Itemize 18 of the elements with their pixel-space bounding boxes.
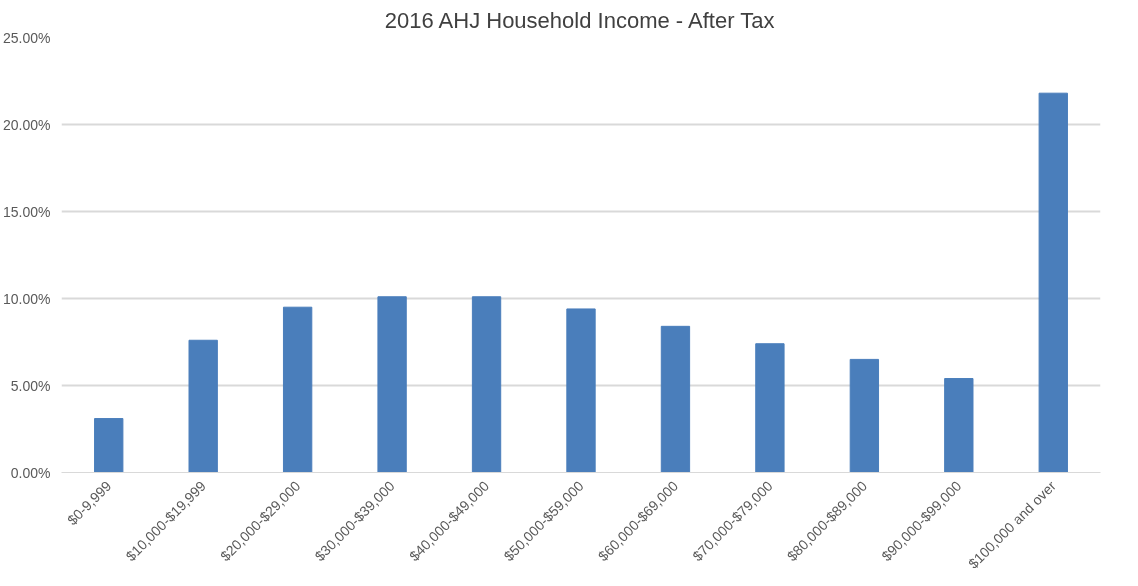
bar [377,296,407,473]
bar [188,339,218,473]
y-tick-label: 10.00% [3,290,51,307]
bar [282,306,313,473]
bar [755,343,785,473]
y-tick-label: 25.00% [3,29,51,46]
bar [94,418,124,473]
y-tick-label: 5.00% [10,377,51,394]
bar [944,378,974,473]
y-tick-label: 20.00% [3,116,51,133]
y-tick-label: 15.00% [3,203,51,220]
bar [849,358,880,473]
bar [1038,92,1068,473]
bar [660,325,691,473]
bar [471,296,502,473]
y-tick-label: 0.00% [10,464,51,481]
chart-title: 2016 AHJ Household Income - After Tax [384,7,775,33]
bar [566,308,596,473]
